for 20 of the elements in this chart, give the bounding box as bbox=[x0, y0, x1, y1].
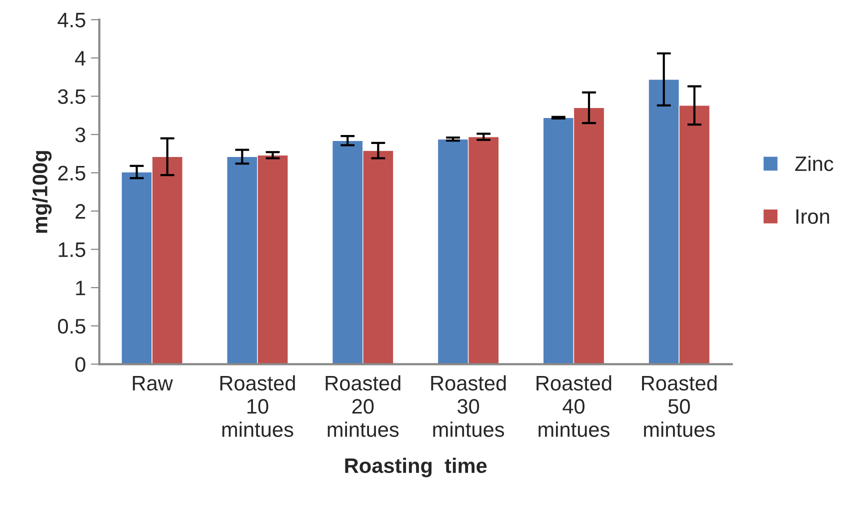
legend-label: Zinc bbox=[795, 156, 834, 172]
y-tick-label: 1 bbox=[76, 280, 86, 296]
y-tick-label: 0 bbox=[75, 357, 86, 372]
y-tick-label: 4.5 bbox=[58, 12, 86, 28]
x-tick-label: Roasted 30 mintues bbox=[431, 375, 506, 437]
x-tick-label: Roasted 50 mintues bbox=[642, 375, 717, 437]
x-tick-label: Roasted 20 mintues bbox=[326, 375, 400, 437]
y-axis-title: mg/100g bbox=[32, 151, 52, 233]
x-axis-title: Roasting time bbox=[345, 458, 487, 478]
y-tick-label: 1.5 bbox=[58, 242, 86, 258]
x-tick-label: Roasted 10 mintues bbox=[220, 375, 295, 437]
y-tick-label: 3 bbox=[75, 128, 86, 142]
y-tick-label: 3.5 bbox=[58, 89, 86, 104]
y-tick-label: 2 bbox=[76, 204, 86, 219]
y-tick-label: 4 bbox=[75, 51, 86, 66]
y-tick-label: 0.5 bbox=[58, 318, 86, 334]
x-tick-label: Raw bbox=[132, 376, 173, 391]
x-tick-label: Roasted 40 mintues bbox=[536, 375, 612, 437]
legend-label: Iron bbox=[796, 209, 830, 224]
y-tick-label: 2.5 bbox=[58, 166, 86, 181]
